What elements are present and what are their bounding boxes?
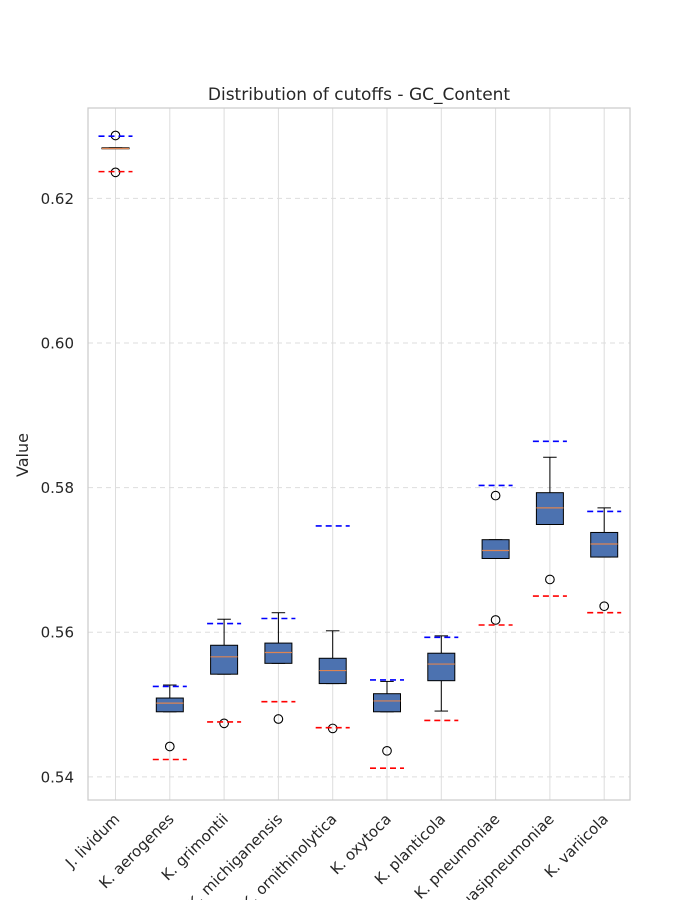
y-tick-label: 0.60 — [41, 335, 74, 353]
box-group — [155, 684, 184, 752]
y-tick-label: 0.62 — [41, 190, 74, 208]
outlier-point — [273, 714, 284, 724]
box-group — [481, 490, 510, 625]
outlier-point — [382, 745, 392, 756]
box — [373, 693, 401, 713]
outlier-point — [164, 741, 175, 752]
box — [535, 492, 564, 526]
box-group — [427, 635, 456, 712]
outlier-point — [219, 718, 229, 729]
box-group — [318, 630, 347, 734]
outlier-point — [490, 490, 501, 501]
y-tick-label: 0.54 — [41, 768, 74, 786]
box-group — [264, 612, 293, 724]
box — [210, 644, 239, 675]
outlier-point — [545, 574, 555, 585]
box — [590, 531, 619, 558]
axes-frame — [87, 107, 631, 801]
box-group — [535, 456, 564, 585]
box-group — [590, 507, 619, 612]
outlier-point — [599, 601, 610, 612]
y-tick-label: 0.56 — [41, 624, 74, 642]
box — [155, 697, 184, 713]
outlier-point — [490, 615, 501, 625]
y-tick-label: 0.58 — [41, 479, 74, 497]
box — [264, 642, 293, 664]
box — [427, 652, 456, 682]
box-group — [373, 680, 401, 756]
chart-title: Distribution of cutoffs - GC_Content — [208, 85, 511, 105]
box-group — [210, 618, 239, 729]
y-axis-label: Value — [13, 433, 32, 477]
box — [481, 539, 510, 559]
